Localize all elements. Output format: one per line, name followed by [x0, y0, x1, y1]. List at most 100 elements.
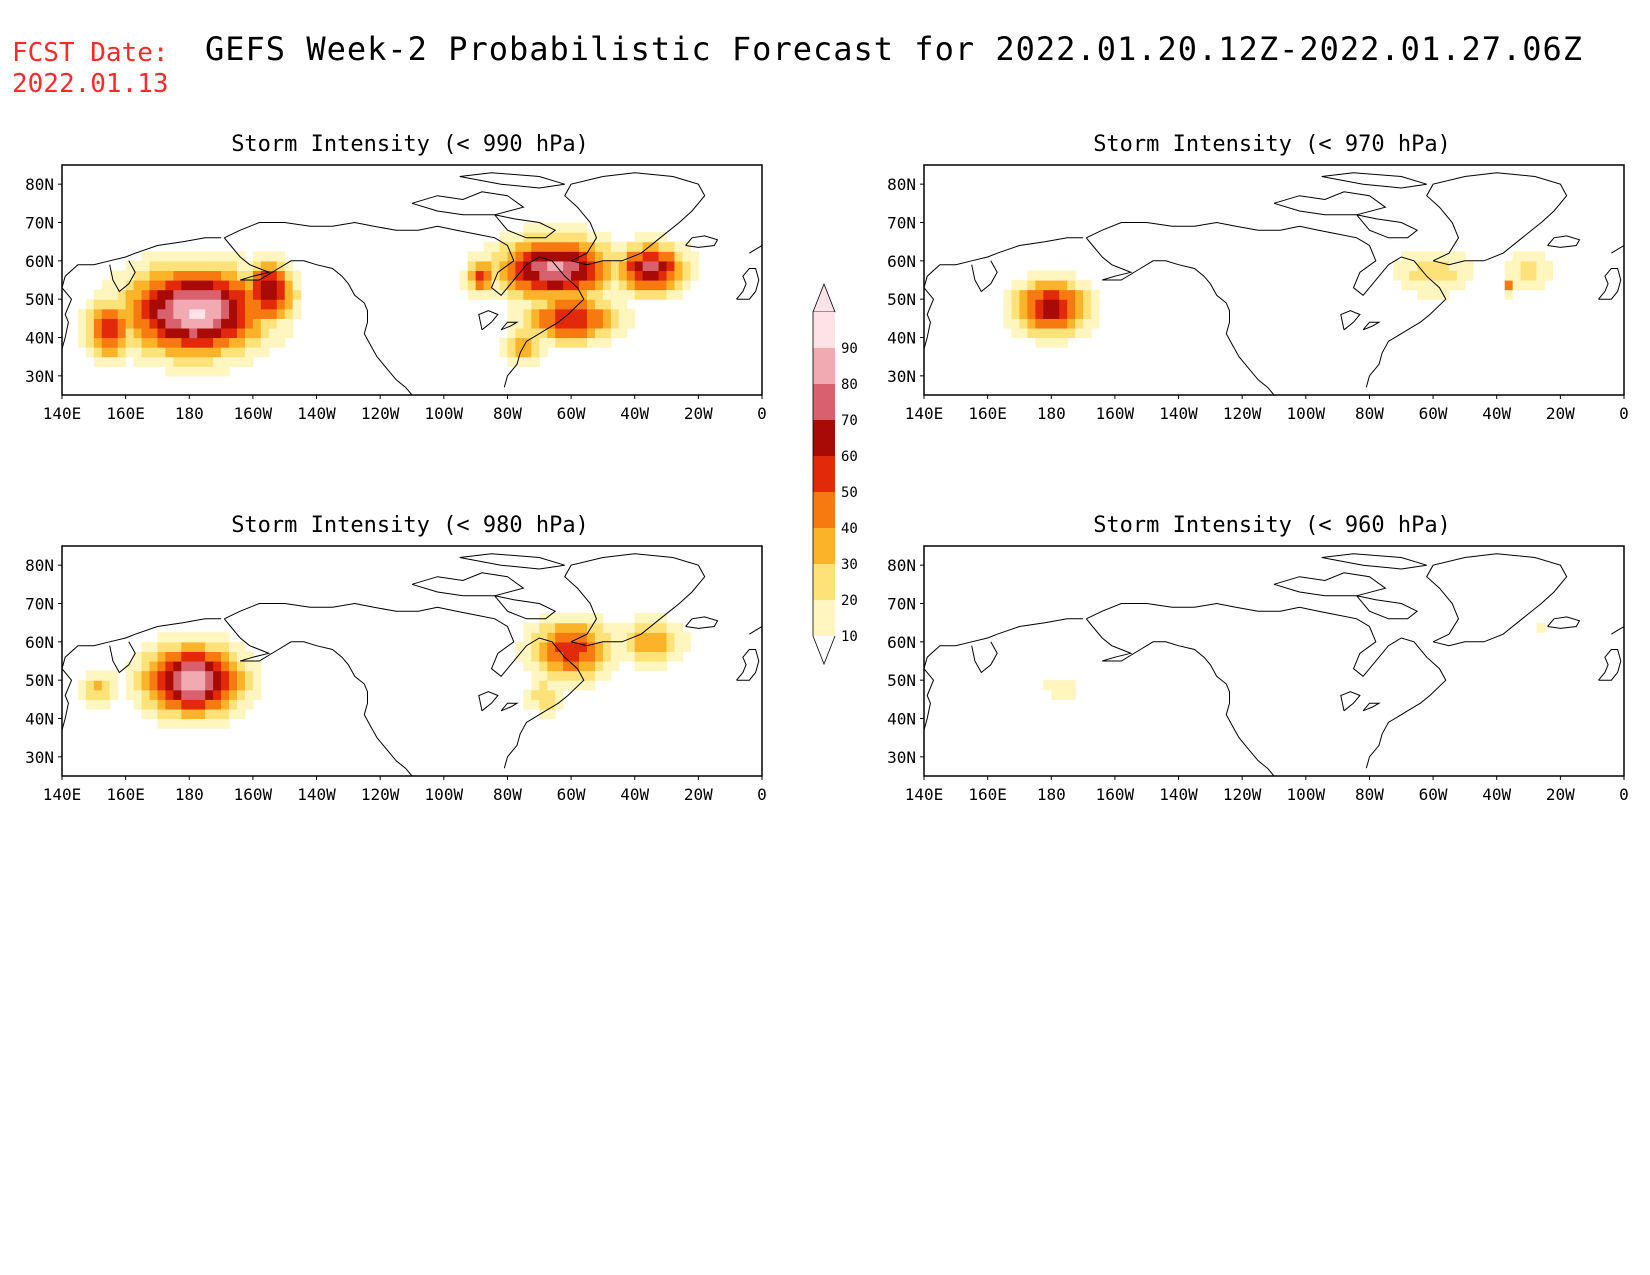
prob-cell: [1075, 318, 1084, 329]
prob-cell: [1035, 280, 1044, 291]
prob-cell: [117, 308, 127, 319]
prob-cell: [133, 689, 143, 700]
prob-cell: [141, 251, 151, 262]
prob-cell: [547, 613, 556, 624]
prob-cell: [101, 699, 111, 710]
prob-cell: [244, 356, 254, 367]
prob-cell: [1417, 270, 1426, 281]
prob-cell: [268, 337, 278, 348]
coastline: [685, 616, 719, 629]
prob-cell: [499, 289, 509, 300]
prob-cell: [189, 327, 198, 339]
prob-cell: [276, 337, 286, 348]
prob-cell: [268, 260, 278, 272]
map-960-plot: 80N 70N 60N 50N 40N 30N 140E 160E 180 160W 140W 120…: [887, 545, 1629, 804]
prob-cell: [563, 280, 572, 291]
prob-cell: [149, 327, 159, 339]
prob-cell: [523, 651, 532, 662]
prob-cell: [1536, 280, 1546, 291]
prob-cell: [1075, 327, 1084, 339]
prob-cell: [499, 260, 509, 272]
prob-cell: [618, 289, 628, 300]
prob-cell: [109, 347, 119, 358]
prob-cell: [1067, 318, 1076, 329]
prob-cell: [221, 356, 230, 367]
prob-cell: [539, 241, 548, 252]
lon-label: 180: [1037, 404, 1066, 423]
lat-label: 70N: [25, 214, 54, 233]
prob-cell: [555, 308, 564, 319]
colorbar-label: 40: [841, 521, 858, 537]
prob-cell: [642, 661, 652, 672]
prob-cell: [1051, 299, 1060, 310]
prob-cell: [125, 318, 135, 329]
colorbar-swatch: [813, 528, 835, 564]
prob-cell: [157, 708, 167, 720]
map-panel-980: 80N 70N 60N 50N 40N 30N 140E 160E 180 160W 140W 120…: [0, 541, 770, 821]
prob-cell: [618, 318, 628, 329]
prob-cell: [1456, 270, 1466, 281]
prob-cell: [1401, 260, 1410, 272]
prob-cell: [523, 232, 532, 243]
prob-cell: [483, 270, 493, 281]
prob-cell: [221, 641, 230, 653]
prob-cell: [101, 670, 111, 681]
coastline: [500, 321, 519, 331]
prob-cell: [1433, 270, 1442, 281]
coastline: [1086, 221, 1447, 388]
prob-cell: [1019, 327, 1029, 339]
lon-label: 100W: [425, 404, 464, 423]
prob-cell: [1449, 270, 1458, 281]
prob-cell: [149, 708, 159, 720]
coastline: [564, 172, 706, 266]
plot-frame: [923, 545, 1625, 777]
prob-cell: [555, 318, 564, 329]
prob-cell: [213, 708, 222, 720]
prob-cell: [650, 270, 660, 281]
lon-label: 80W: [1355, 404, 1384, 423]
prob-cell: [555, 327, 564, 339]
colorbar-label: 30: [841, 557, 858, 573]
prob-cell: [571, 337, 580, 348]
prob-cell: [213, 366, 222, 377]
prob-cell: [626, 241, 636, 252]
prob-cell: [563, 327, 572, 339]
prob-cell: [571, 289, 580, 300]
prob-cell: [579, 270, 588, 281]
colorbar-swatch: [813, 600, 835, 636]
prob-cell: [587, 260, 596, 272]
lat-label: 70N: [25, 595, 54, 614]
prob-cell: [1464, 260, 1474, 272]
prob-cell: [523, 699, 532, 710]
prob-cell: [189, 632, 198, 643]
prob-cell: [149, 699, 159, 710]
prob-cell: [213, 299, 222, 310]
prob-cell: [165, 280, 174, 291]
prob-cell: [133, 308, 143, 319]
prob-cell: [515, 308, 524, 319]
prob-cell: [642, 613, 652, 624]
prob-cell: [276, 318, 286, 329]
coastline: [1085, 618, 1275, 776]
prob-cell: [181, 651, 190, 662]
prob-cell: [531, 641, 540, 653]
prob-cell: [292, 299, 302, 310]
prob-cell: [587, 661, 596, 672]
prob-cell: [1051, 337, 1060, 348]
lon-label: 160W: [234, 404, 273, 423]
prob-cell: [610, 289, 620, 300]
prob-cell: [157, 299, 167, 310]
prob-cell: [539, 289, 548, 300]
prob-cell: [85, 299, 95, 310]
prob-cell: [101, 318, 111, 329]
prob-cell: [587, 632, 596, 643]
prob-cell: [252, 327, 262, 339]
map-panel-970: 80N 70N 60N 50N 40N 30N 140E 160E 180 160W 140W 120…: [862, 160, 1632, 440]
prob-cell: [602, 289, 612, 300]
prob-cell: [666, 251, 676, 262]
prob-cell: [85, 699, 95, 710]
prob-cell: [205, 347, 214, 358]
prob-cell: [260, 308, 270, 319]
prob-cell: [1091, 318, 1100, 329]
prob-cell: [77, 337, 87, 348]
